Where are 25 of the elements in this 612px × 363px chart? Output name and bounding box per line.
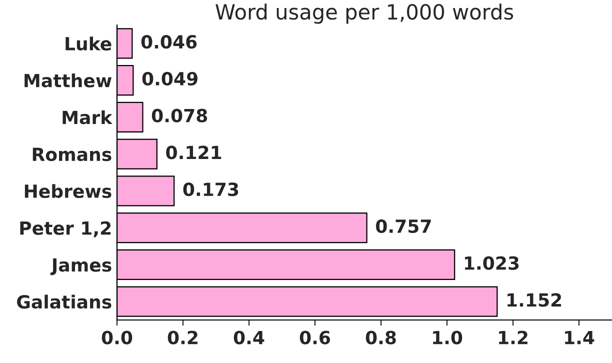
x-tick-label: 0.6 bbox=[300, 330, 330, 344]
data-label: 0.121 bbox=[166, 146, 222, 160]
y-tick-label: Luke bbox=[66, 36, 112, 51]
x-tick-label: 0.2 bbox=[168, 330, 198, 344]
y-tick-label: Mark bbox=[62, 110, 112, 124]
x-tick-label: 1.2 bbox=[499, 330, 528, 344]
x-tick-label: 0.4 bbox=[234, 330, 264, 344]
y-tick-label: Peter 1,2 bbox=[20, 221, 111, 238]
data-label: 0.046 bbox=[141, 35, 197, 49]
data-label: 1.152 bbox=[508, 293, 562, 307]
x-tick-label: 1.0 bbox=[433, 330, 462, 344]
x-tick-label: 0.8 bbox=[366, 330, 396, 344]
data-label: 0.049 bbox=[142, 72, 198, 86]
y-tick-label: Matthew bbox=[24, 73, 112, 88]
data-label: 0.078 bbox=[152, 108, 208, 122]
data-label: 1.023 bbox=[464, 256, 519, 270]
x-tick-label: 0.0 bbox=[102, 330, 132, 344]
y-tick-label: Galatians bbox=[17, 294, 112, 309]
data-label: 0.173 bbox=[183, 182, 238, 196]
y-tick-label: James bbox=[50, 258, 112, 276]
chart-title: Word usage per 1,000 words bbox=[216, 4, 514, 24]
y-tick-label: Romans bbox=[32, 148, 112, 162]
data-label: 0.757 bbox=[376, 219, 431, 234]
y-tick-label: Hebrews bbox=[24, 184, 112, 198]
x-tick-label: 1.4 bbox=[565, 330, 594, 344]
